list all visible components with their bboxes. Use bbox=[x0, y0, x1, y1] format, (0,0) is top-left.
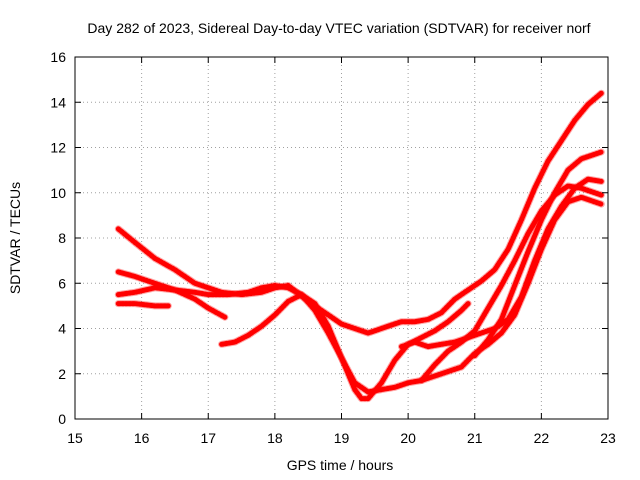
y-tick-label: 2 bbox=[58, 366, 66, 382]
grid bbox=[75, 57, 608, 419]
x-tick-label: 16 bbox=[134, 430, 150, 446]
y-tick-label: 12 bbox=[50, 140, 66, 156]
x-axis-label: GPS time / hours bbox=[287, 457, 394, 473]
y-tick-label: 8 bbox=[58, 230, 66, 246]
x-tick-label: 22 bbox=[534, 430, 550, 446]
chart-title: Day 282 of 2023, Sidereal Day-to-day VTE… bbox=[87, 20, 590, 36]
x-tick-label: 18 bbox=[267, 430, 283, 446]
y-tick-label: 14 bbox=[50, 94, 66, 110]
x-tick-label: 19 bbox=[334, 430, 350, 446]
x-tick-label: 21 bbox=[467, 430, 483, 446]
y-tick-label: 16 bbox=[50, 49, 66, 65]
x-tick-label: 17 bbox=[200, 430, 216, 446]
y-tick-label: 0 bbox=[58, 411, 66, 427]
series-line-track-h bbox=[472, 149, 604, 359]
y-tick-label: 10 bbox=[50, 185, 66, 201]
axis-ticks: 15 16 17 18 19 20 21 22 23 0 2 4 6 8 10 12 14 16 bbox=[50, 49, 616, 446]
series-line-track-a bbox=[115, 90, 604, 336]
y-tick-label: 4 bbox=[58, 321, 66, 337]
series-line-track-e bbox=[219, 292, 471, 402]
x-tick-label: 15 bbox=[67, 430, 83, 446]
y-tick-label: 6 bbox=[58, 275, 66, 291]
series-line-track-g bbox=[418, 183, 604, 383]
y-axis-label: SDTVAR / TECUs bbox=[7, 182, 23, 294]
series-line-track-f bbox=[399, 176, 604, 350]
x-tick-label: 23 bbox=[600, 430, 616, 446]
series-line-track-c bbox=[115, 301, 171, 309]
x-tick-label: 20 bbox=[400, 430, 416, 446]
data-series bbox=[114, 89, 605, 403]
